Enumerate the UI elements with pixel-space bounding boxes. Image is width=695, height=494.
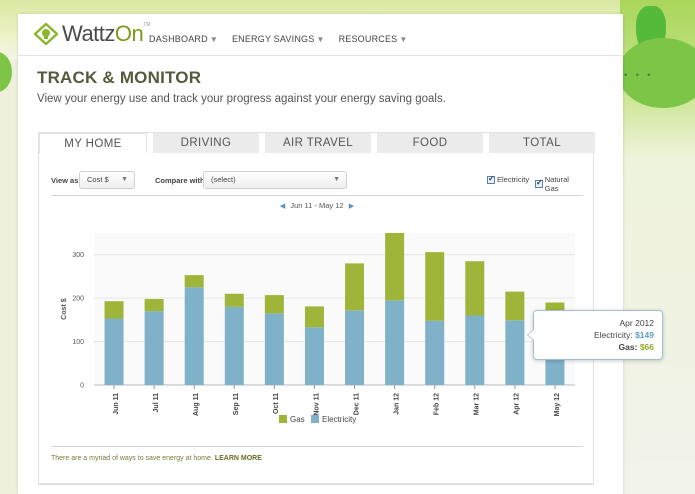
decor-dots: • • • (624, 70, 654, 80)
footer-tip: There are a myriad of ways to save energ… (51, 455, 262, 462)
bar-electricity (425, 320, 445, 385)
x-tick-label: Sep 11 (233, 393, 240, 415)
x-tick-label: Oct 11 (273, 393, 280, 414)
bar-electricity (224, 306, 244, 385)
footer-text: There are a myriad of ways to save energ… (51, 455, 213, 462)
site-header: WattzOn TM DASHBOARD ▼ ENERGY SAVINGS ▼ RE… (18, 14, 623, 56)
bar-gas (184, 275, 204, 288)
plot-area (94, 233, 575, 385)
compare-with-value: (select) (211, 175, 236, 184)
divider (51, 195, 583, 196)
x-tick-label: Jan 12 (393, 393, 400, 415)
bar-gas (505, 291, 525, 321)
legend-swatch-gas (279, 415, 287, 423)
y-tick-label: 100 (72, 339, 84, 346)
page-container: WattzOn TM DASHBOARD ▼ ENERGY SAVINGS ▼ RE… (18, 14, 623, 494)
compare-with-label: Compare with (155, 176, 205, 185)
divider (51, 446, 583, 447)
x-tick-label: Dec 11 (353, 393, 360, 415)
tooltip-electricity: Electricity: $149 (593, 330, 654, 340)
triangle-right-icon[interactable]: ▶ (348, 203, 355, 210)
decor-blob (618, 38, 695, 108)
bar-electricity (184, 287, 204, 385)
x-tick-label: Feb 12 (434, 393, 441, 415)
chevron-down-icon: ▼ (121, 176, 128, 183)
bar-electricity (144, 311, 164, 385)
y-axis-label: Cost $ (61, 298, 68, 320)
page-title: TRACK & MONITOR (37, 68, 202, 87)
bar-electricity (264, 313, 284, 385)
tab-food[interactable]: FOOD (377, 133, 483, 153)
electricity-checkbox[interactable]: Electricity (487, 174, 530, 184)
nav-dashboard[interactable]: DASHBOARD ▼ (149, 34, 218, 44)
period-label: Jun 11 - May 12 (290, 201, 344, 210)
x-tick-label: Apr 12 (514, 393, 521, 415)
x-tick-label: Mar 12 (474, 393, 481, 415)
learn-more-link[interactable]: LEARN MORE (214, 455, 262, 462)
legend-label-gas: Gas (290, 415, 305, 424)
logo[interactable]: WattzOn TM (33, 21, 151, 47)
x-tick-label: Aug 11 (193, 393, 200, 416)
triangle-left-icon[interactable]: ◀ (279, 203, 286, 210)
bar-electricity (385, 300, 405, 385)
tab-bar: MY HOME DRIVING AIR TRAVEL FOOD TOTAL (39, 133, 595, 153)
logo-text: WattzOn (62, 21, 144, 46)
natural-gas-checkbox[interactable]: Natural Gas (535, 175, 583, 193)
chevron-down-icon: ▼ (316, 35, 325, 44)
chart-controls: View as Cost $ ▼ Compare with (select) ▼… (51, 171, 583, 193)
chevron-down-icon: ▼ (333, 176, 340, 183)
bar-electricity (505, 320, 525, 385)
bar-gas (104, 301, 124, 319)
natural-gas-checkbox-label: Natural Gas (544, 175, 569, 193)
tooltip-gas: Gas: $66 (618, 342, 654, 352)
bar-gas (425, 252, 445, 321)
bar-gas (385, 233, 405, 301)
bar-electricity (304, 327, 324, 385)
chevron-down-icon: ▼ (399, 35, 408, 44)
tracking-panel: MY HOME DRIVING AIR TRAVEL FOOD TOTAL Vi… (38, 132, 595, 484)
bulb-house-icon (33, 22, 59, 46)
bar-gas (345, 263, 365, 311)
bar-gas (144, 299, 164, 312)
tab-air-travel[interactable]: AIR TRAVEL (265, 133, 371, 153)
x-tick-label: Jun 11 (113, 393, 120, 415)
main-nav: DASHBOARD ▼ ENERGY SAVINGS ▼ RESOURCES ▼ (149, 34, 408, 44)
checkbox-checked-icon (487, 174, 495, 184)
bar-electricity (104, 318, 124, 385)
chart-tooltip: Apr 2012 Electricity: $149 Gas: $66 (527, 310, 663, 360)
decor-blob (0, 52, 12, 92)
checkbox-checked-icon (535, 178, 543, 188)
x-tick-label: Nov 11 (313, 393, 320, 416)
bar-electricity (345, 310, 365, 385)
chevron-down-icon: ▼ (209, 35, 218, 44)
nav-resources[interactable]: RESOURCES ▼ (338, 34, 408, 44)
electricity-checkbox-label: Electricity (497, 175, 530, 184)
tab-driving[interactable]: DRIVING (153, 133, 259, 153)
page-subtitle: View your energy use and track your prog… (37, 93, 446, 105)
y-tick-label: 300 (72, 252, 84, 259)
legend-swatch-electricity (311, 415, 319, 423)
logo-trademark: TM (143, 22, 151, 28)
y-tick-label: 200 (72, 296, 84, 303)
bar-gas (304, 306, 324, 328)
compare-with-select[interactable]: (select) ▼ (203, 171, 347, 189)
bar-gas (264, 295, 284, 314)
divider (38, 484, 594, 485)
stacked-bar-chart: 0 100 200 300 Cost $ Jun 11 Jul 11 Aug 11 Sep 11… (61, 233, 575, 424)
view-as-select[interactable]: Cost $ ▼ (79, 171, 135, 189)
x-tick-label: May 12 (554, 393, 561, 416)
x-tick-label: Jul 11 (153, 393, 160, 413)
view-as-value: Cost $ (87, 175, 109, 184)
y-tick-label: 0 (80, 383, 84, 390)
tooltip-title: Apr 2012 (619, 318, 655, 328)
bar-electricity (465, 315, 485, 385)
view-as-label: View as (51, 176, 79, 185)
bar-gas (224, 293, 244, 307)
tab-my-home[interactable]: MY HOME (39, 133, 147, 153)
tab-total[interactable]: TOTAL (489, 133, 595, 153)
legend-label-electricity: Electricity (322, 415, 356, 424)
nav-energy-savings[interactable]: ENERGY SAVINGS ▼ (231, 34, 325, 44)
period-selector: ◀ Jun 11 - May 12 ▶ (39, 201, 595, 210)
bar-gas (465, 261, 485, 316)
